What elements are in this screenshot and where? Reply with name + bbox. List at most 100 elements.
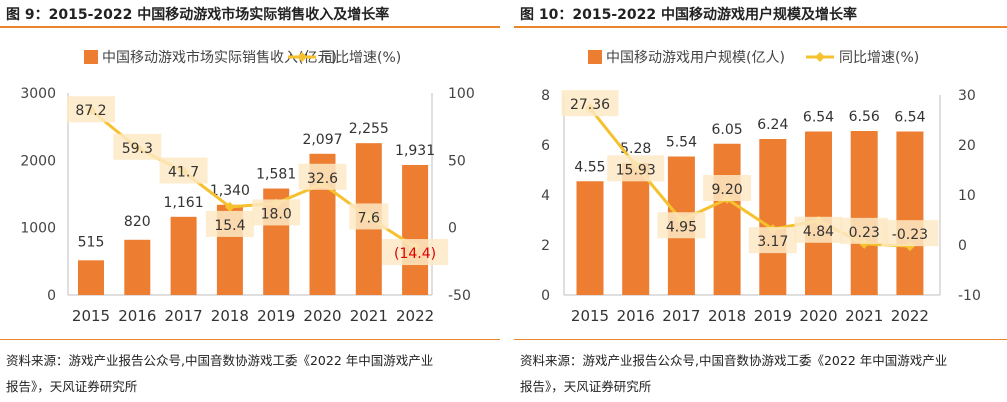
bar-data-label: 6.56 [849, 109, 880, 125]
legend-line-label: 同比增速(%) [839, 50, 919, 66]
title-divider [514, 26, 1007, 28]
bar-data-label: 5.28 [620, 141, 651, 157]
line-label-highlight [794, 216, 843, 243]
bar [576, 181, 604, 295]
y-right-tick-label: 0 [448, 221, 457, 237]
x-tick-label: 2015 [72, 307, 110, 325]
bar [759, 139, 787, 295]
y-right-tick-label: -10 [958, 288, 981, 304]
source-note: 资料来源：游戏产业报告公众号,中国音数协游戏工委《2022 年中国游戏产业 报告… [520, 348, 947, 400]
line-data-label: 18.0 [261, 206, 292, 222]
bar-data-label: 2,097 [302, 132, 342, 148]
legend-bar-label: 中国移动游戏市场实际销售收入(亿元) [102, 49, 337, 66]
bar-data-label: 1,581 [256, 167, 296, 183]
bar-data-label: 1,340 [210, 183, 250, 199]
line-data-label: 0.23 [849, 225, 880, 241]
line-data-label: 32.6 [307, 171, 338, 187]
chart-panel-users: 图 10：2015-2022 中国移动游戏用户规模及增长率 中国移动游戏用户规模… [506, 0, 1007, 402]
footer-divider [0, 339, 500, 340]
bar [402, 164, 429, 295]
x-tick-label: 2018 [211, 307, 249, 325]
bar-data-label: 6.54 [894, 110, 925, 126]
y-left-tick-label: 8 [541, 88, 550, 104]
chart-title: 图 10：2015-2022 中国移动游戏用户规模及增长率 [520, 7, 857, 23]
chart-title: 图 9：2015-2022 中国移动游戏市场实际销售收入及增长率 [6, 7, 390, 23]
line-label-highlight [159, 157, 208, 184]
legend-bar-swatch [588, 50, 602, 64]
bar-data-label: 6.24 [757, 117, 788, 133]
line-label-highlight [748, 227, 797, 254]
bar [850, 131, 878, 295]
y-right-tick-label: 100 [448, 86, 475, 102]
source-line-1: 资料来源：游戏产业报告公众号,中国音数协游戏工委《2022 年中国游戏产业 [520, 353, 948, 368]
y-right-tick-label: 20 [958, 138, 976, 154]
line-label-highlight [298, 163, 347, 190]
line-label-highlight [67, 96, 115, 123]
line-marker [224, 201, 235, 212]
legend-line-marker [297, 52, 307, 62]
bar-data-label: 515 [78, 234, 105, 250]
line-data-label: 9.20 [712, 182, 743, 198]
line-label-highlight [382, 239, 449, 266]
chart-panel-revenue: 图 9：2015-2022 中国移动游戏市场实际销售收入及增长率 中国移动游戏市… [0, 0, 500, 402]
source-line-2: 报告》，天风证券研究所 [520, 379, 652, 394]
legend-bar-label: 中国移动游戏用户规模(亿人) [606, 49, 785, 66]
line-data-label: 59.3 [122, 141, 153, 157]
line-data-label: 4.95 [666, 219, 697, 235]
x-tick-label: 2019 [754, 307, 792, 325]
line-label-highlight [252, 199, 301, 226]
line-label-highlight [607, 155, 665, 182]
line-label-highlight [205, 210, 254, 237]
line-data-label: -0.23 [892, 227, 928, 243]
legend-bar-swatch [84, 50, 98, 64]
x-tick-label: 2015 [571, 307, 609, 325]
line-label-highlight [657, 212, 706, 239]
bar-data-label: 1,161 [164, 195, 204, 211]
line-data-label: 15.93 [616, 162, 656, 178]
line-label-highlight [349, 203, 389, 230]
x-tick-label: 2020 [303, 307, 341, 325]
y-left-tick-label: 2 [541, 238, 550, 254]
title-divider [0, 26, 500, 28]
line-data-label: (14.4) [394, 246, 436, 262]
y-right-tick-label: 10 [958, 188, 976, 204]
x-tick-label: 2016 [617, 307, 655, 325]
bar-data-label: 1,931 [395, 143, 435, 159]
x-tick-label: 2021 [350, 307, 388, 325]
y-right-tick-label: 0 [958, 238, 967, 254]
line-data-label: 7.6 [358, 210, 380, 226]
x-tick-label: 2019 [257, 307, 295, 325]
x-tick-label: 2017 [165, 307, 203, 325]
y-left-tick-label: 4 [541, 188, 550, 204]
x-tick-label: 2016 [118, 307, 156, 325]
y-left-tick-label: 0 [47, 288, 56, 304]
line-data-label: 87.2 [75, 103, 106, 119]
legend-line-marker [815, 52, 825, 62]
line-data-label: 27.36 [570, 97, 610, 113]
x-tick-label: 2017 [662, 307, 700, 325]
bar-data-label: 6.05 [712, 122, 743, 138]
y-left-tick-label: 3000 [20, 86, 56, 102]
x-tick-label: 2020 [799, 307, 837, 325]
y-right-tick-label: -50 [448, 288, 471, 304]
users-chart: 中国移动游戏用户规模(亿人) 同比增速(%) 0 2 4 6 8 -10 0 10 20 30 2015… [541, 49, 981, 325]
bar [124, 239, 151, 295]
line-label-highlight [113, 133, 162, 160]
line-data-label: 15.4 [214, 218, 245, 234]
source-note: 资料来源：游戏产业报告公众号,中国音数协游戏工委《2022 年中国游戏产业 报告… [6, 348, 433, 400]
y-left-tick-label: 6 [541, 138, 550, 154]
x-tick-label: 2022 [396, 307, 434, 325]
bar [170, 216, 197, 295]
bar-data-label: 6.54 [803, 110, 834, 126]
bar-data-label: 820 [124, 214, 151, 230]
line-data-label: 3.17 [757, 234, 788, 250]
line-data-label: 4.84 [803, 224, 834, 240]
bar [622, 163, 650, 295]
bar-data-label: 4.55 [574, 159, 605, 175]
legend-line-label: 同比增速(%) [321, 50, 401, 66]
bar [713, 143, 741, 295]
y-left-tick-label: 0 [541, 288, 550, 304]
x-tick-label: 2018 [708, 307, 746, 325]
bar [896, 131, 924, 295]
y-right-tick-label: 30 [958, 88, 976, 104]
